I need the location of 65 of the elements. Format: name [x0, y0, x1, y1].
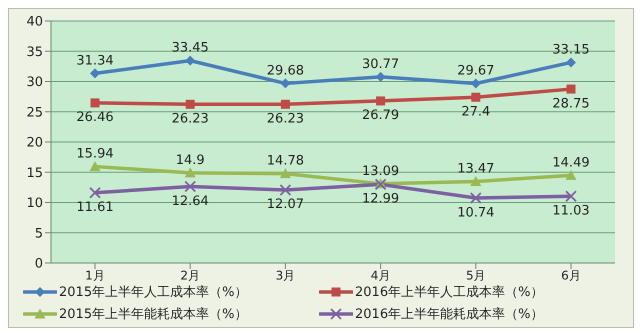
point — [280, 100, 290, 109]
data-label: 26.46 — [76, 110, 114, 126]
point — [566, 57, 576, 68]
data-label: 11.03 — [552, 204, 590, 218]
point — [90, 68, 100, 78]
point — [566, 170, 576, 180]
data-label: 14.49 — [552, 155, 590, 170]
point — [184, 167, 196, 178]
y-tick-label: 25 — [26, 105, 43, 120]
y-tick-label: 20 — [26, 136, 43, 151]
point — [186, 100, 195, 109]
point — [470, 176, 482, 186]
legend-label: 2016年上半年能耗成本率（%） — [355, 306, 544, 323]
data-label: 12.99 — [362, 192, 400, 207]
data-label: 11.61 — [76, 200, 114, 215]
point — [280, 168, 291, 178]
y-tick-label: 35 — [26, 44, 43, 60]
data-label: 26.23 — [172, 112, 209, 127]
point — [280, 184, 292, 196]
legend-label: 2015年上半年能耗成本率（%） — [59, 306, 248, 323]
point — [565, 190, 577, 202]
x-tick-label: 2月 — [180, 268, 200, 283]
data-label: 14.78 — [266, 154, 304, 169]
data-label: 15.94 — [76, 146, 114, 162]
x-tick-label: 5月 — [466, 268, 486, 283]
data-label: 13.09 — [362, 164, 400, 179]
data-label: 13.47 — [457, 162, 494, 177]
data-label: 26.79 — [362, 108, 400, 124]
data-label: 14.9 — [176, 152, 205, 168]
y-tick-label: 10 — [26, 196, 43, 212]
data-label: 12.64 — [172, 194, 209, 209]
data-label: 30.77 — [362, 56, 400, 72]
data-label: 33.15 — [552, 42, 590, 58]
x-tick-label: 4月 — [370, 268, 390, 283]
y-tick-label: 0 — [34, 256, 43, 272]
point — [90, 161, 100, 172]
point — [566, 84, 576, 94]
data-label: 27.4 — [461, 104, 490, 120]
legend-label: 2016年上半年人工成本率（%） — [355, 284, 544, 301]
y-tick-label: 15 — [26, 166, 43, 181]
data-label: 29.68 — [266, 63, 304, 78]
x-tick-label: 3月 — [276, 268, 296, 283]
point — [376, 72, 386, 82]
point — [470, 78, 481, 88]
point — [471, 92, 480, 102]
data-label: 12.07 — [266, 197, 304, 212]
point — [184, 180, 196, 192]
data-label: 33.45 — [172, 40, 209, 56]
data-label: 28.75 — [552, 96, 590, 112]
y-tick-label: 30 — [26, 75, 43, 90]
data-label: 29.67 — [457, 63, 494, 78]
legend-label: 2015年上半年人工成本率（%） — [59, 284, 248, 301]
data-label: 10.74 — [457, 205, 494, 220]
y-tick-label: 5 — [34, 226, 43, 242]
point — [470, 192, 482, 204]
y-tick-label: 40 — [26, 14, 43, 30]
point — [376, 96, 386, 106]
point — [89, 186, 101, 199]
point — [280, 78, 290, 88]
x-tick-label: 1月 — [85, 268, 105, 283]
point — [90, 98, 100, 108]
data-label: 26.23 — [266, 112, 304, 127]
point — [185, 56, 196, 66]
x-tick-label: 6月 — [561, 268, 581, 283]
data-label: 31.34 — [76, 53, 114, 68]
